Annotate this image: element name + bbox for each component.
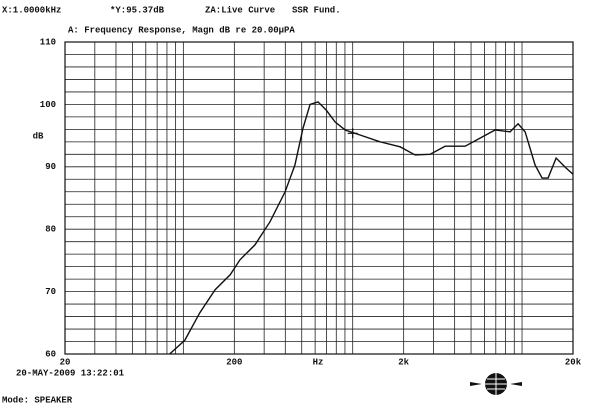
logo-arrows: [470, 382, 522, 386]
y-axis-label: dB: [33, 131, 44, 141]
x-axis-label: Hz: [313, 357, 324, 367]
response-curve: [169, 101, 574, 355]
logo: [470, 373, 522, 395]
x-tick-label: 20: [60, 357, 71, 367]
cursor-y-readout: *Y:95.37dB: [110, 5, 165, 15]
cursor-marker: [347, 128, 358, 139]
y-tick-label: 70: [45, 287, 56, 297]
x-tick-label: 20k: [565, 357, 582, 367]
timestamp: 20-MAY-2009 13:22:01: [16, 368, 125, 378]
y-tick-label: 80: [45, 225, 56, 235]
y-tick-label: 90: [45, 162, 56, 172]
mode-label: SSR Fund.: [292, 5, 341, 15]
x-tick-label: 200: [226, 357, 242, 367]
cursor-x-readout: X:1.0000kHz: [2, 5, 61, 15]
plot-frame: [64, 41, 574, 355]
logo-lines: [485, 373, 507, 395]
y-tick-label: 100: [40, 100, 56, 110]
x-tick-label: 2k: [398, 357, 409, 367]
mode: Mode: SPEAKER: [2, 395, 73, 405]
chart-title: A: Frequency Response, Magn dB re 20.00µ…: [68, 25, 295, 35]
curve-label: ZA:Live Curve: [205, 5, 275, 15]
y-tick-label: 110: [40, 37, 56, 47]
y-tick-label: 60: [45, 349, 56, 359]
